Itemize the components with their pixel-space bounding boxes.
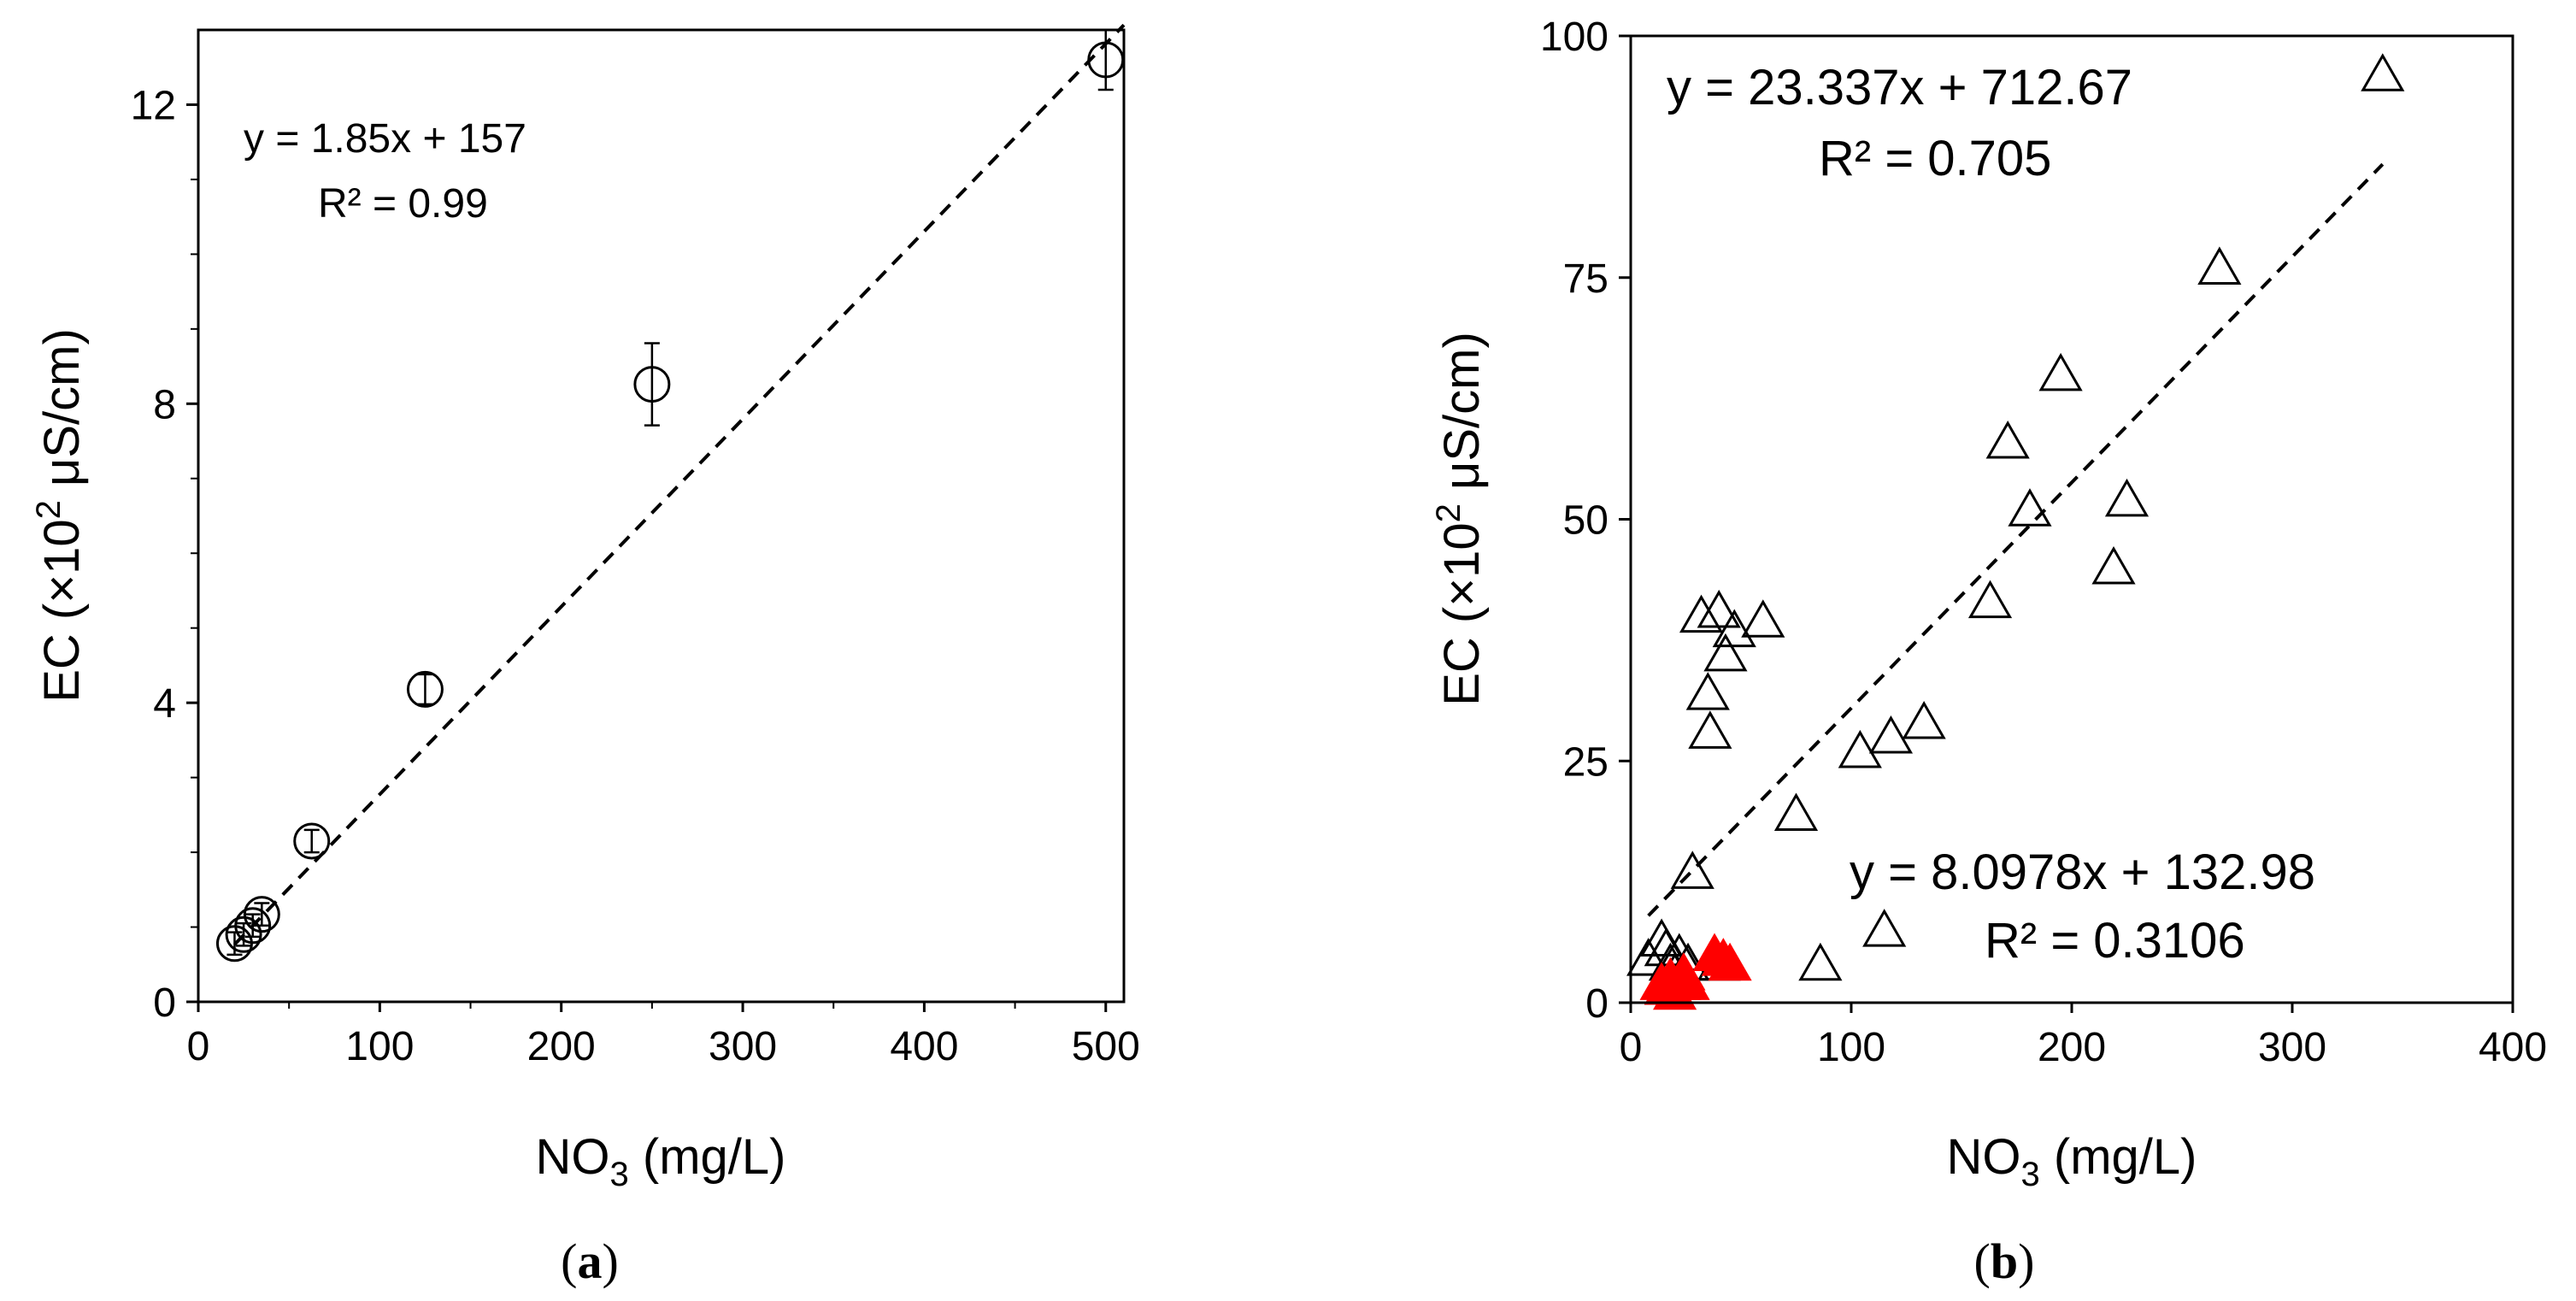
panel-a-trendline-layer bbox=[233, 23, 1126, 946]
panel-a-x-tick-label: 400 bbox=[890, 1024, 958, 1069]
panel-a-trendline-equation: y = 1.85x + 157 bbox=[244, 116, 526, 162]
panel-a-y-tick-label: 4 bbox=[153, 681, 176, 727]
data-point-triangle bbox=[1798, 942, 1843, 981]
panel-a-y-axis-title: EC (×102 μS/cm) bbox=[30, 328, 90, 703]
panel-b-x-tick-label: 0 bbox=[1620, 1025, 1643, 1070]
data-point-circle bbox=[633, 366, 671, 403]
panel-b-y-tick-label: 75 bbox=[1563, 256, 1609, 302]
panel-a-x-tick-label: 0 bbox=[187, 1024, 210, 1069]
panel-a-plot-frame bbox=[197, 28, 1126, 1004]
data-point-triangle bbox=[2091, 546, 2136, 585]
data-point-circle bbox=[293, 822, 331, 860]
data-point-triangle bbox=[1741, 599, 1785, 638]
data-point-triangle bbox=[1868, 715, 1914, 754]
data-point-triangle bbox=[2361, 53, 2405, 91]
data-point-triangle bbox=[1862, 909, 1907, 947]
panel-a-ticks: 0 100 200 300 400 500 0 4 8 12 bbox=[131, 83, 1140, 1069]
data-point-triangle bbox=[1712, 609, 1756, 648]
data-point-triangle bbox=[1985, 421, 2030, 459]
data-point-triangle bbox=[1838, 729, 1882, 768]
panel-b-red-trendline-r2: R² = 0.3106 bbox=[1985, 913, 2245, 968]
panel-b-red-trendline-equation: y = 8.0978x + 132.98 bbox=[1850, 845, 2315, 900]
panel-b-y-tick-label: 100 bbox=[1540, 15, 1609, 60]
panel-a-x-tick-label: 200 bbox=[527, 1024, 596, 1069]
data-point-triangle bbox=[1685, 672, 1730, 710]
panel-b-x-tick-label: 100 bbox=[1817, 1025, 1885, 1070]
panel-a-y-tick-label: 12 bbox=[131, 83, 176, 128]
data-point-circle bbox=[234, 907, 272, 945]
panel-b-y-axis-title: EC (×102 μS/cm) bbox=[1430, 332, 1490, 706]
panel-b-ticks: 0 100 200 300 400 0 25 50 75 100 bbox=[1540, 15, 2547, 1070]
data-point-triangle bbox=[2038, 352, 2083, 391]
panel-b-marks bbox=[1626, 53, 2405, 1010]
panel-a-x-axis-title: NO3 (mg/L) bbox=[536, 1129, 786, 1193]
data-point-triangle bbox=[1679, 594, 1724, 633]
panel-b-x-tick-label: 300 bbox=[2258, 1025, 2326, 1070]
panel-a-y-tick-label: 0 bbox=[153, 980, 176, 1026]
panel-b-x-tick-label: 400 bbox=[2479, 1025, 2547, 1070]
panel-b-trendline-layer bbox=[1647, 162, 2385, 917]
panel-b-y-tick-label: 25 bbox=[1563, 739, 1609, 785]
panel-b-black-trendline-equation: y = 23.337x + 712.67 bbox=[1667, 60, 2132, 115]
data-point-triangle bbox=[1626, 938, 1671, 976]
panel-a-trendline-r2: R² = 0.99 bbox=[318, 181, 488, 227]
data-point-circle bbox=[225, 915, 262, 953]
panel-b-x-axis-title: NO3 (mg/L) bbox=[1947, 1129, 2197, 1193]
data-point-triangle bbox=[1697, 589, 1741, 628]
data-point-circle bbox=[406, 670, 444, 708]
data-point-triangle bbox=[1902, 701, 1946, 739]
data-point-red-triangle bbox=[1708, 942, 1752, 981]
panel-b-trendline-0 bbox=[1647, 162, 2385, 917]
data-point-triangle bbox=[1688, 710, 1732, 749]
panel-a-chart: 0 100 200 300 400 500 0 4 8 12 y = 1.85x + 157 R²… bbox=[30, 23, 1140, 1289]
data-point-triangle bbox=[2197, 246, 2242, 285]
panel-a-trendline-0 bbox=[233, 23, 1126, 946]
panel-b-x-tick-label: 200 bbox=[2038, 1025, 2106, 1070]
panel-a-x-tick-label: 500 bbox=[1072, 1024, 1140, 1069]
data-point-triangle bbox=[1703, 633, 1748, 672]
panel-b-chart: 0 100 200 300 400 0 25 50 75 100 y = 23.337x + 71… bbox=[1430, 15, 2547, 1289]
data-point-triangle bbox=[1967, 580, 2013, 619]
panel-b-black-trendline-r2: R² = 0.705 bbox=[1819, 131, 2051, 186]
data-point-triangle bbox=[2008, 488, 2052, 527]
data-point-triangle bbox=[1670, 851, 1714, 889]
panel-a-marks bbox=[215, 28, 1125, 963]
panel-a-x-tick-label: 100 bbox=[345, 1024, 414, 1069]
panel-a-y-tick-label: 8 bbox=[153, 382, 176, 427]
data-point-circle bbox=[243, 896, 280, 933]
panel-a-x-tick-label: 300 bbox=[709, 1024, 777, 1069]
data-point-triangle bbox=[1773, 792, 1819, 831]
data-point-red-triangle bbox=[1666, 962, 1710, 1000]
panel-a-label: (a) bbox=[561, 1233, 619, 1289]
panel-b-y-tick-label: 0 bbox=[1585, 981, 1609, 1027]
panel-b-label: (b) bbox=[1974, 1233, 2035, 1289]
data-point-triangle bbox=[2104, 478, 2150, 517]
panel-b-y-tick-label: 50 bbox=[1563, 498, 1609, 544]
